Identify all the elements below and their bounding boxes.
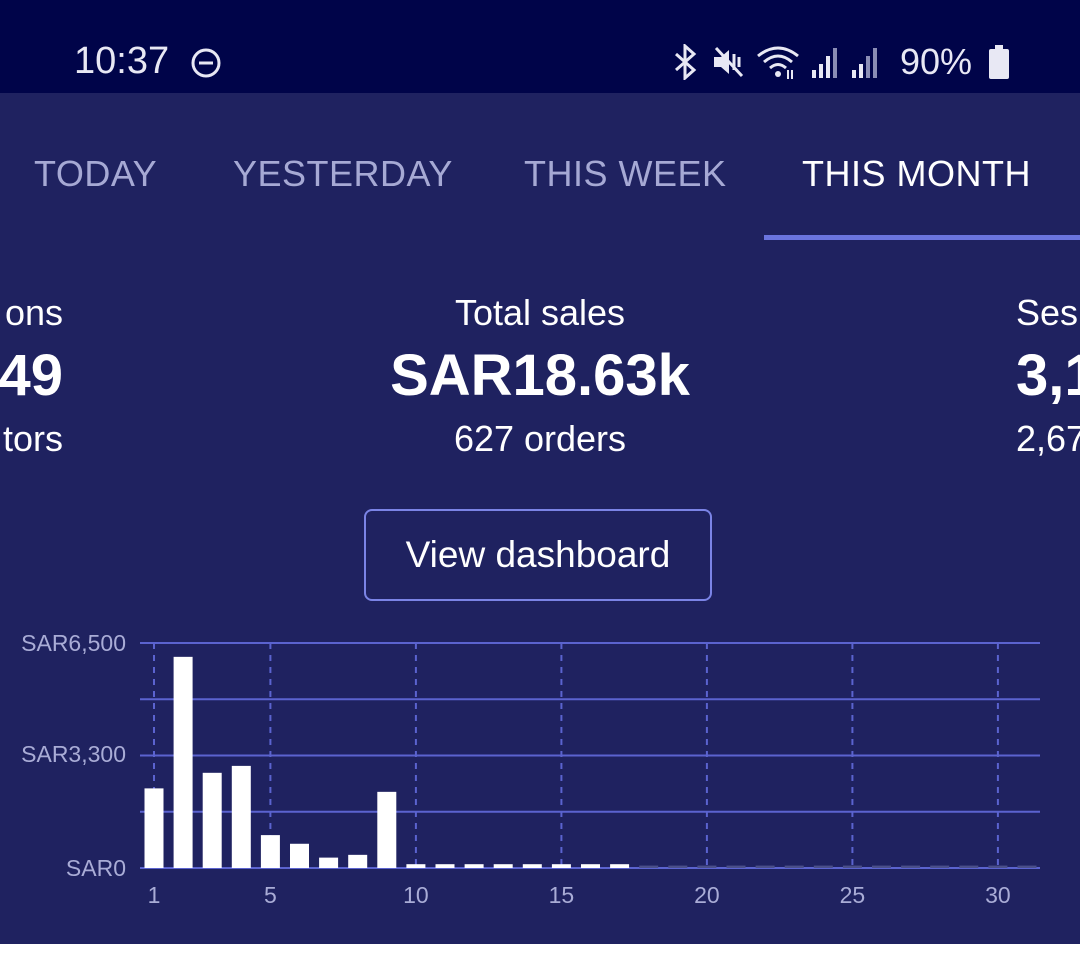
sales-widget: TODAY YESTERDAY THIS WEEK THIS MONTH ons… <box>0 93 1080 944</box>
x-tick-label: 10 <box>403 882 429 908</box>
chart-bar <box>522 864 542 868</box>
chart-bar <box>377 791 397 868</box>
y-tick-label: SAR6,500 <box>21 630 126 656</box>
status-time: 10:37 <box>74 40 170 82</box>
x-tick-label: 25 <box>840 882 866 908</box>
chart-bar <box>668 865 688 868</box>
battery-icon <box>989 45 1009 79</box>
x-tick-label: 1 <box>148 882 161 908</box>
stat-total-sales: Total sales SAR18.63k 627 orders <box>340 293 740 459</box>
chart-bar <box>581 864 600 868</box>
stat-value: SAR18.63k <box>390 343 690 408</box>
chart-bar <box>173 656 193 868</box>
x-tick-label: 30 <box>985 882 1011 908</box>
chart-bar <box>842 865 862 868</box>
chart-bar <box>901 865 921 868</box>
chart-bar <box>959 865 979 868</box>
view-dashboard-button[interactable]: View dashboard <box>364 509 712 601</box>
tab-this-month[interactable]: THIS MONTH <box>802 153 1031 194</box>
y-tick-label: SAR0 <box>66 855 126 881</box>
active-tab-indicator <box>764 235 1080 240</box>
signal-icon <box>851 48 877 78</box>
chart-bar <box>610 864 630 868</box>
stat-label: ons <box>4 292 63 333</box>
stat-value: 3,1 <box>1016 343 1080 408</box>
chart-bar <box>697 865 717 868</box>
chart-bar <box>988 865 1008 868</box>
vibrate-mute-icon <box>713 46 744 78</box>
stat-sessions: Ses 3,1 2,67 <box>1016 293 1080 459</box>
tab-this-week[interactable]: THIS WEEK <box>524 153 727 194</box>
stat-sub: 627 orders <box>453 418 627 459</box>
chart-bar <box>551 864 571 868</box>
x-tick-label: 5 <box>264 882 277 908</box>
chart-bar <box>319 857 339 868</box>
chart-bar <box>464 864 484 868</box>
chart-bar <box>784 865 804 868</box>
chart-bar <box>406 864 426 868</box>
status-bar: 10:37 90 <box>0 0 1080 93</box>
stat-visitors: ons 49 tors <box>0 293 63 459</box>
x-tick-label: 20 <box>694 882 720 908</box>
chart-bar <box>435 864 455 868</box>
signal-icon <box>811 48 837 78</box>
x-tick-label: 15 <box>549 882 575 908</box>
chart-bar <box>726 865 746 868</box>
sales-chart: SAR0 SAR3,300 SAR6,500 1 5 10 15 20 25 30 <box>0 613 1080 944</box>
chart-bar <box>872 865 891 868</box>
stat-sub: 2,67 <box>1016 418 1080 459</box>
chart-bar <box>231 765 251 868</box>
chart-bar <box>813 865 833 868</box>
stat-label: Total sales <box>454 292 626 333</box>
chart-bar <box>260 835 280 868</box>
tab-yesterday[interactable]: YESTERDAY <box>233 153 453 194</box>
bottom-strip <box>0 944 1080 957</box>
wifi-icon <box>757 46 799 79</box>
chart-bar <box>202 772 222 868</box>
y-tick-label: SAR3,300 <box>21 741 126 767</box>
chart-bar <box>290 843 309 868</box>
chart-bar <box>639 865 659 868</box>
period-tabs: TODAY YESTERDAY THIS WEEK THIS MONTH <box>0 93 1080 241</box>
chart-bar <box>493 864 513 868</box>
chart-bar <box>144 788 164 868</box>
chart-bar <box>348 854 368 868</box>
tab-today[interactable]: TODAY <box>34 153 158 194</box>
chart-bar <box>930 865 950 868</box>
status-icons: 90% <box>670 41 1010 82</box>
stat-value: 49 <box>0 343 63 408</box>
bluetooth-icon <box>674 44 697 80</box>
chart-bar <box>755 865 775 868</box>
do-not-disturb-icon <box>191 48 221 78</box>
battery-percent: 90% <box>899 41 972 82</box>
stat-sub: tors <box>2 418 63 459</box>
chart-bar <box>1017 865 1037 868</box>
stat-label: Ses <box>1016 293 1079 333</box>
